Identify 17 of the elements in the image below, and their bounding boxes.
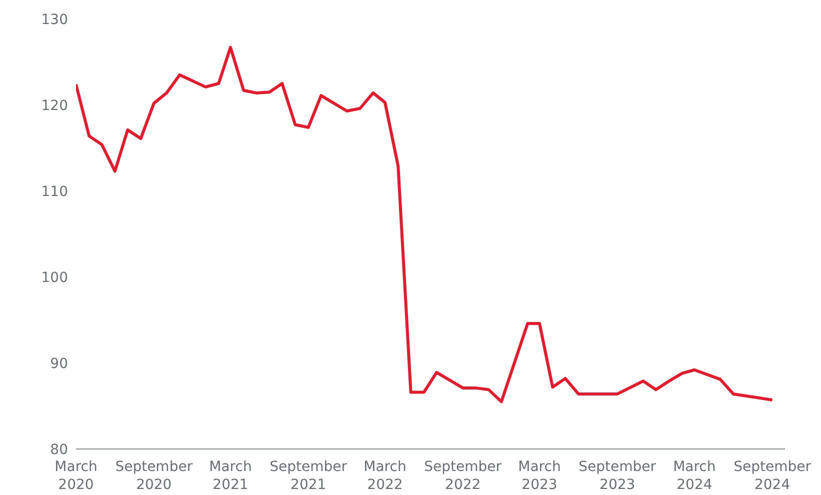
y-tick-label: 90 bbox=[50, 356, 68, 372]
x-tick-label: September 2020 bbox=[115, 459, 193, 493]
x-tick-label: March 2024 bbox=[673, 459, 716, 493]
y-tick-label: 80 bbox=[50, 442, 68, 458]
y-tick-label: 130 bbox=[41, 12, 68, 28]
y-tick-label: 120 bbox=[41, 98, 68, 114]
x-tick-label: September 2023 bbox=[578, 459, 656, 493]
line-series bbox=[76, 46, 774, 404]
x-tick-label: September 2022 bbox=[424, 459, 502, 493]
x-tick-label: March 2022 bbox=[364, 459, 406, 493]
y-tick-label: 110 bbox=[41, 184, 68, 200]
x-tick-label: September 2024 bbox=[734, 459, 812, 493]
x-tick-label: March 2021 bbox=[209, 459, 252, 493]
y-tick-label: 100 bbox=[41, 270, 68, 286]
x-tick-label: March 2020 bbox=[54, 459, 98, 493]
x-tick-label: September 2021 bbox=[270, 459, 348, 493]
x-tick-label: March 2023 bbox=[518, 459, 561, 493]
